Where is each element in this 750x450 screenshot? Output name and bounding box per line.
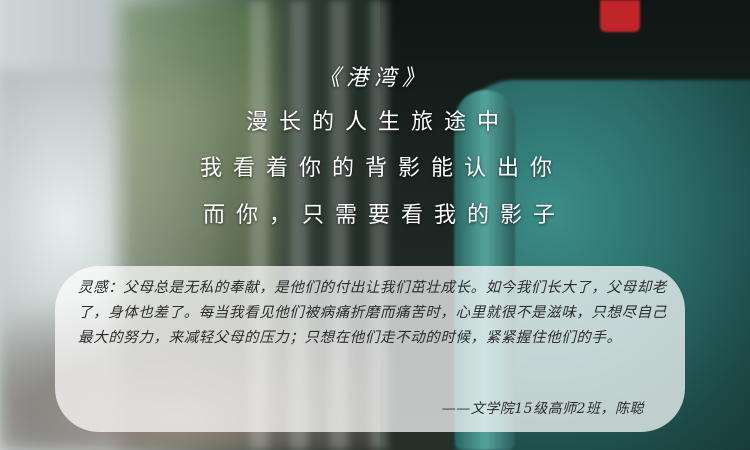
poem: 《港湾》 漫长的人生旅途中 我看着你的背影能认出你 而你，只需要看我的影子 — [200, 66, 567, 228]
red-mailbox-flag — [600, 0, 640, 32]
poem-line-1: 漫长的人生旅途中 — [246, 110, 511, 135]
reflection-text: 灵感：父母总是无私的奉献，是他们的付出让我们茁壮成长。如今我们长大了，父母却老了… — [78, 280, 667, 346]
poem-line-2: 我看着你的背影能认出你 — [200, 156, 564, 181]
poem-line-3: 而你，只需要看我的影子 — [203, 203, 567, 228]
poem-title: 《港湾》 — [318, 66, 431, 91]
author-signature: ——文学院15级高师2班，陈聪 — [441, 401, 644, 417]
reflection-panel — [55, 266, 685, 432]
